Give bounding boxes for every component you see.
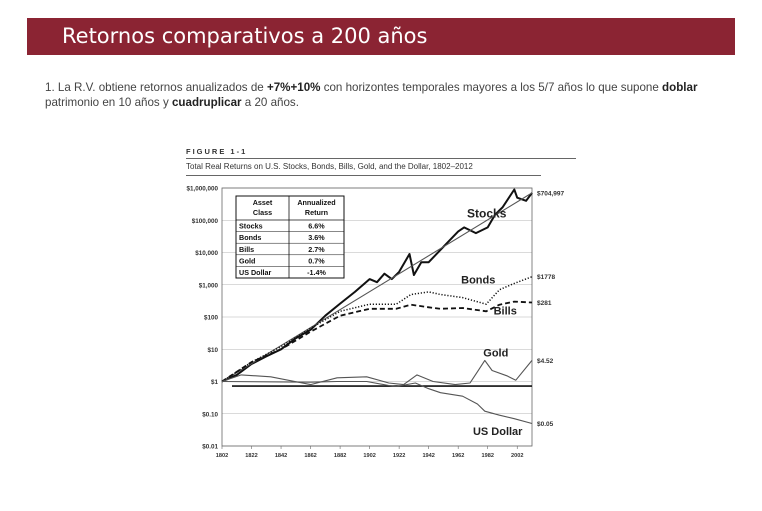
table-cell-return: 3.6% — [308, 233, 325, 242]
slide-title: Retornos comparativos a 200 años — [27, 18, 735, 55]
table-cell-return: 0.7% — [308, 256, 325, 265]
x-tick-label: 1842 — [275, 453, 287, 459]
series-label-us-dollar: US Dollar — [473, 426, 523, 438]
end-label-stocks: $704,997 — [537, 190, 564, 197]
y-tick-label: $100 — [204, 315, 219, 322]
table-header: Annualized — [297, 198, 335, 207]
figure-rule-bottom — [186, 175, 541, 176]
figure-label: FIGURE 1-1 — [186, 147, 248, 156]
returns-table — [235, 195, 345, 279]
table-cell-asset: Gold — [239, 256, 255, 265]
series-gold — [221, 359, 533, 386]
series-bonds — [221, 275, 533, 383]
x-tick-label: 1822 — [245, 453, 257, 459]
chart-title: Total Real Returns on U.S. Stocks, Bonds… — [186, 162, 473, 171]
intro-text-1: 1. La R.V. obtiene retornos anualizados … — [45, 81, 267, 94]
x-tick-label: 1862 — [304, 453, 316, 459]
y-tick-label: $1 — [211, 379, 219, 386]
x-tick-label: 1982 — [481, 453, 493, 459]
intro-bold-quadruple: cuadruplicar — [171, 96, 242, 109]
series-label-stocks: Stocks — [467, 207, 507, 221]
y-tick-label: $1,000,000 — [186, 186, 218, 193]
series-us-dollar — [221, 380, 533, 425]
series-label-gold: Gold — [483, 347, 508, 359]
intro-text-3: patrimonio en 10 años y — [45, 96, 172, 109]
x-tick-label: 1902 — [363, 453, 375, 459]
y-tick-label: $10 — [207, 347, 218, 354]
y-tick-label: $1,000 — [199, 282, 219, 289]
table-cell-return: -1.4% — [307, 268, 326, 277]
table-cell-asset: Bills — [239, 245, 254, 254]
table-cell-return: 6.6% — [308, 222, 325, 231]
x-tick-label: 1882 — [334, 453, 346, 459]
table-cell-asset: US Dollar — [239, 268, 272, 277]
y-tick-label: $10,000 — [195, 250, 218, 257]
series-label-bills: Bills — [494, 305, 517, 317]
x-tick-label: 1942 — [422, 453, 434, 459]
table-cell-asset: Stocks — [239, 222, 263, 231]
intro-bold-returns: +7%+10% — [266, 81, 321, 94]
figure-rule-top — [186, 158, 576, 159]
y-tick-label: $0.10 — [202, 411, 218, 418]
end-label-bills: $281 — [537, 300, 552, 307]
intro-text-4: a 20 años. — [241, 96, 299, 109]
intro-paragraph: 1. La R.V. obtiene retornos anualizados … — [45, 80, 725, 110]
series-label-bonds: Bonds — [461, 274, 495, 286]
end-label-gold: $4.52 — [537, 358, 554, 365]
end-label-us-dollar: $0.05 — [537, 421, 554, 428]
series-bills — [221, 300, 533, 383]
y-tick-label: $0.01 — [202, 444, 218, 451]
plot-frame — [221, 187, 533, 447]
intro-bold-double: doblar — [662, 81, 698, 94]
table-header: Class — [253, 208, 272, 217]
table-cell-asset: Bonds — [239, 233, 261, 242]
x-tick-label: 2002 — [511, 453, 523, 459]
x-tick-label: 1962 — [452, 453, 464, 459]
table-cell-return: 2.7% — [308, 245, 325, 254]
table-header: Asset — [253, 198, 273, 207]
table-header: Return — [305, 208, 328, 217]
x-tick-label: 1802 — [216, 453, 228, 459]
end-label-bonds: $1778 — [537, 274, 555, 281]
x-tick-label: 1922 — [393, 453, 405, 459]
y-tick-label: $100,000 — [192, 218, 219, 225]
intro-text-2: con horizontes temporales mayores a los … — [320, 81, 663, 94]
series-stocks — [221, 188, 533, 383]
